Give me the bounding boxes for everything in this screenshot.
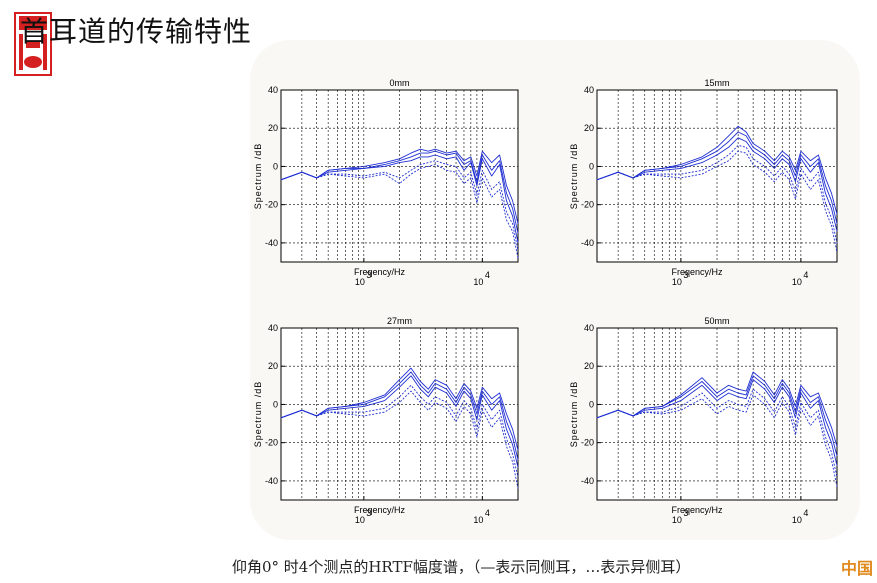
chart-3-series-4-line	[596, 394, 838, 487]
chart-1-series-4-line	[596, 150, 838, 253]
chart-2-ylabel: Spectrum /dB	[253, 381, 263, 448]
chart-0-xtick-label: 10	[355, 277, 365, 287]
chart-0-ytick-label: -20	[265, 200, 278, 210]
chart-3-ytick-label: 0	[589, 399, 594, 409]
chart-1-xtick-label: 10	[792, 277, 802, 287]
chart-2-ytick-label: -40	[265, 476, 278, 486]
chart-0-xtick-label: 10	[473, 277, 483, 287]
chart-2-series-4-line	[280, 390, 519, 489]
chart-0-ytick-label: 0	[273, 161, 278, 171]
chart-0-title: 0mm	[390, 78, 410, 88]
chart-2-xtick-exponent: 3	[366, 508, 371, 518]
chart-3-xtick-label: 10	[792, 515, 802, 525]
chart-1-ylabel: Spectrum /dB	[569, 143, 579, 210]
chart-2-ytick-label: 40	[268, 323, 278, 333]
chart-1-ytick-label: -20	[581, 200, 594, 210]
chart-0-series-4-line	[280, 164, 519, 259]
chart-1-series-1-line	[596, 131, 838, 224]
chart-2-xtick-exponent: 4	[485, 508, 490, 518]
chart-3-ytick-label: -20	[581, 438, 594, 448]
chart-3-ytick-label: -40	[581, 476, 594, 486]
chart-1-ytick-label: 40	[584, 85, 594, 95]
chart-3-ylabel: Spectrum /dB	[569, 381, 579, 448]
chart-0-ylabel: Spectrum /dB	[253, 143, 263, 210]
chart-0-xtick-exponent: 4	[485, 270, 490, 280]
chart-1-xtick-label: 10	[672, 277, 682, 287]
chart-3-series-2-line	[596, 379, 838, 466]
chart-2-ytick-label: 0	[273, 399, 278, 409]
logo-icon	[14, 12, 52, 76]
chart-3-xtick-exponent: 3	[683, 508, 688, 518]
chart-0-ytick-label: -40	[265, 238, 278, 248]
chart-2-ytick-label: -20	[265, 438, 278, 448]
chart-0-ytick-label: 40	[268, 85, 278, 95]
chart-2-series-1-line	[280, 371, 519, 461]
chart-2-xtick-label: 10	[355, 515, 365, 525]
chart-0-xlabel: Freqency/Hz	[354, 267, 406, 277]
chart-2-xlabel: Freqency/Hz	[354, 505, 406, 515]
chart-3-xtick-label: 10	[672, 515, 682, 525]
chart-3-ytick-label: 20	[584, 361, 594, 371]
chart-3-ytick-label: 40	[584, 323, 594, 333]
chart-0-series-2-line	[280, 154, 519, 243]
chart-1-xtick-exponent: 4	[803, 270, 808, 280]
chart-2-ytick-label: 20	[268, 361, 278, 371]
chart-2-title: 27mm	[387, 316, 412, 326]
chart-3-series-1-line	[596, 375, 838, 457]
chart-0-series-3-line	[280, 160, 519, 251]
chart-3-xlabel: Freqency/Hz	[671, 505, 723, 515]
chart-1-xtick-exponent: 3	[683, 270, 688, 280]
chart-0-ytick-label: 20	[268, 123, 278, 133]
chart-3-title: 50mm	[704, 316, 729, 326]
chart-1-ytick-label: 0	[589, 161, 594, 171]
figure-caption: 仰角0° 时4个测点的HRTF幅度谱，（—表示同侧耳，…表示异侧耳）	[232, 558, 691, 576]
corner-mark: 中国	[840, 559, 873, 578]
chart-0-series-1-line	[280, 150, 519, 234]
chart-3-xtick-exponent: 4	[803, 508, 808, 518]
chart-2-series-2-line	[280, 375, 519, 468]
chart-0-xtick-exponent: 3	[366, 270, 371, 280]
chart-2-xtick-label: 10	[473, 515, 483, 525]
page-title: 首耳道的传输特性	[20, 15, 253, 48]
chart-1-ytick-label: -40	[581, 238, 594, 248]
chart-1-ytick-label: 20	[584, 123, 594, 133]
chart-1-xlabel: Freqency/Hz	[671, 267, 723, 277]
chart-1-title: 15mm	[704, 78, 729, 88]
chart-1-series-2-line	[596, 137, 838, 232]
